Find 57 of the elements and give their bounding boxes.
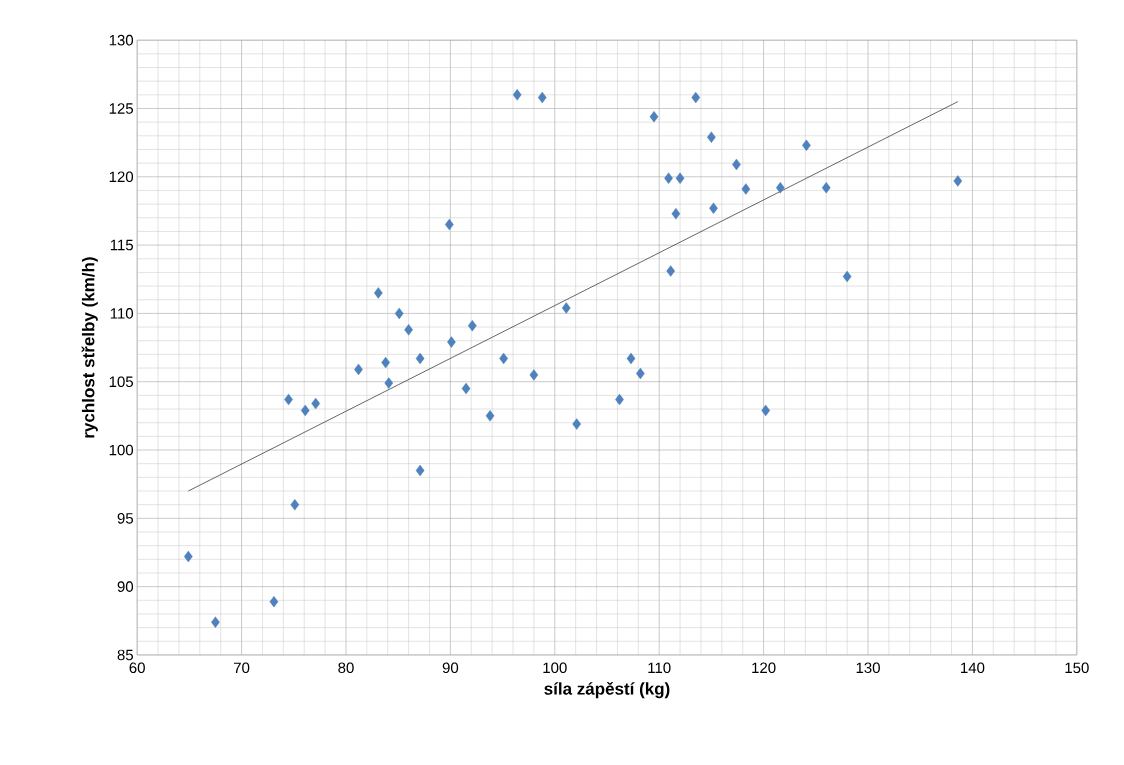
point (953, 175, 963, 187)
x-tick-label: 100 (543, 662, 567, 674)
point (290, 498, 300, 511)
point (404, 324, 413, 336)
point (666, 265, 675, 277)
point (671, 207, 681, 220)
point (761, 404, 771, 417)
point (374, 287, 383, 299)
x-tick-label: 120 (752, 662, 776, 674)
point (415, 352, 425, 365)
point (529, 369, 539, 381)
y-axis-title: rychlost střelby (km/h) (81, 257, 98, 438)
y-tick-label: 95 (117, 512, 134, 524)
y-tick-label: 105 (109, 376, 134, 387)
y-tick-label: 110 (110, 308, 134, 319)
point (626, 352, 636, 365)
x-tick-label: 140 (961, 662, 985, 674)
x-tick-label: 60 (129, 662, 145, 674)
point (512, 89, 522, 101)
point (561, 302, 571, 314)
point (709, 202, 718, 214)
x-axis-title: síla zápěstí (kg) (544, 681, 670, 699)
point (311, 397, 321, 410)
x-tick-label: 130 (856, 662, 880, 674)
point (775, 181, 785, 194)
y-tick-label: 90 (117, 581, 134, 592)
point (211, 616, 220, 628)
point (447, 336, 456, 348)
x-tick-label: 70 (233, 662, 250, 674)
x-tick-label: 150 (1065, 662, 1089, 674)
point (415, 464, 425, 477)
point (664, 172, 673, 184)
point (269, 595, 279, 608)
x-tick-label: 110 (648, 662, 671, 674)
point (675, 172, 685, 184)
point (842, 270, 852, 283)
y-tick-label: 115 (110, 239, 134, 251)
point (300, 404, 310, 417)
point (741, 183, 751, 195)
point (461, 382, 471, 395)
point (707, 131, 716, 143)
y-tick-label: 125 (109, 103, 134, 114)
point (649, 110, 659, 123)
y-tick-label: 130 (109, 34, 134, 46)
y-tick-label: 100 (109, 444, 134, 456)
point (467, 319, 477, 332)
y-tick-label: 85 (117, 649, 134, 661)
y-tick-label: 120 (109, 171, 134, 183)
x-tick-label: 90 (442, 662, 459, 674)
point (821, 181, 831, 194)
point (394, 307, 404, 320)
point (485, 410, 495, 422)
point (537, 91, 547, 104)
point (691, 91, 701, 104)
point (572, 418, 582, 430)
x-tick-label: 80 (338, 662, 354, 674)
point (384, 377, 394, 389)
